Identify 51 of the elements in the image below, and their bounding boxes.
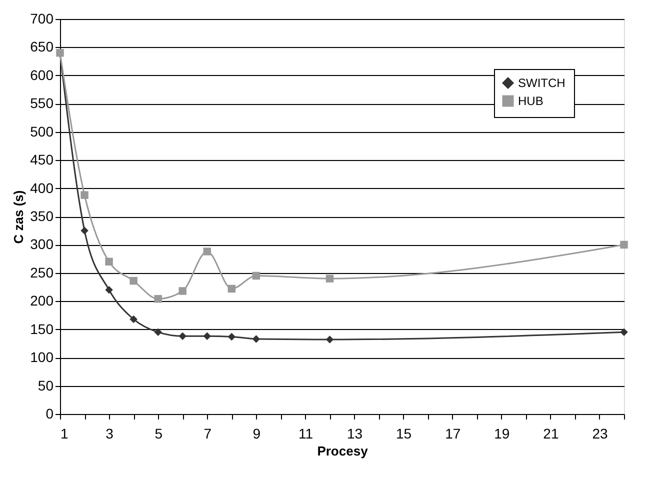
point — [105, 286, 113, 294]
legend-label: SWITCH — [518, 76, 566, 90]
x-tick-label: 17 — [445, 426, 461, 442]
point — [80, 191, 88, 199]
x-tick-label: 7 — [204, 426, 212, 442]
point — [154, 295, 162, 303]
point — [252, 272, 260, 280]
x-tick-label: 9 — [252, 426, 261, 442]
x-tick-label: 13 — [346, 426, 363, 442]
y-tick-label: 450 — [30, 152, 54, 168]
y-tick-label: 200 — [30, 292, 54, 309]
x-tick-label: 5 — [154, 426, 163, 442]
y-tick-label: 600 — [30, 66, 54, 83]
point — [228, 284, 236, 293]
point — [130, 315, 138, 324]
y-tick-label: 700 — [30, 10, 54, 26]
x-tick-label: 3 — [106, 426, 114, 442]
y-tick-label: 0 — [46, 406, 54, 422]
point — [130, 276, 138, 285]
point — [620, 328, 628, 336]
x-tick-label: 11 — [298, 426, 314, 442]
point — [326, 336, 334, 344]
point — [203, 332, 212, 340]
y-tick-label: 400 — [30, 180, 54, 196]
point — [154, 328, 162, 336]
y-tick-label: 100 — [30, 349, 54, 366]
point — [80, 226, 88, 234]
legend-label: HUB — [518, 94, 544, 108]
y-tick-label: 50 — [38, 377, 54, 394]
x-tick-label: 21 — [543, 426, 559, 442]
point — [252, 335, 260, 343]
point — [178, 332, 186, 340]
x-tick-label: 19 — [494, 426, 510, 442]
point — [326, 274, 334, 282]
y-tick-label: 500 — [30, 123, 54, 140]
point — [178, 287, 186, 295]
point — [203, 248, 212, 256]
point — [228, 332, 236, 341]
x-axis-title: Procesy — [317, 444, 369, 458]
y-tick-label: 150 — [30, 320, 54, 337]
y-tick-label: 250 — [30, 264, 54, 280]
point — [620, 240, 628, 249]
y-tick-label: 300 — [30, 236, 54, 252]
x-tick-label: 23 — [592, 426, 608, 442]
point — [105, 258, 113, 266]
y-tick-label: 550 — [30, 95, 54, 112]
y-tick-label: 650 — [30, 38, 54, 55]
y-axis-title: C zas (s) — [11, 190, 26, 244]
x-tick-label: 15 — [396, 426, 412, 442]
y-tick-label: 350 — [30, 208, 54, 224]
x-tick-label: 1 — [60, 426, 68, 442]
